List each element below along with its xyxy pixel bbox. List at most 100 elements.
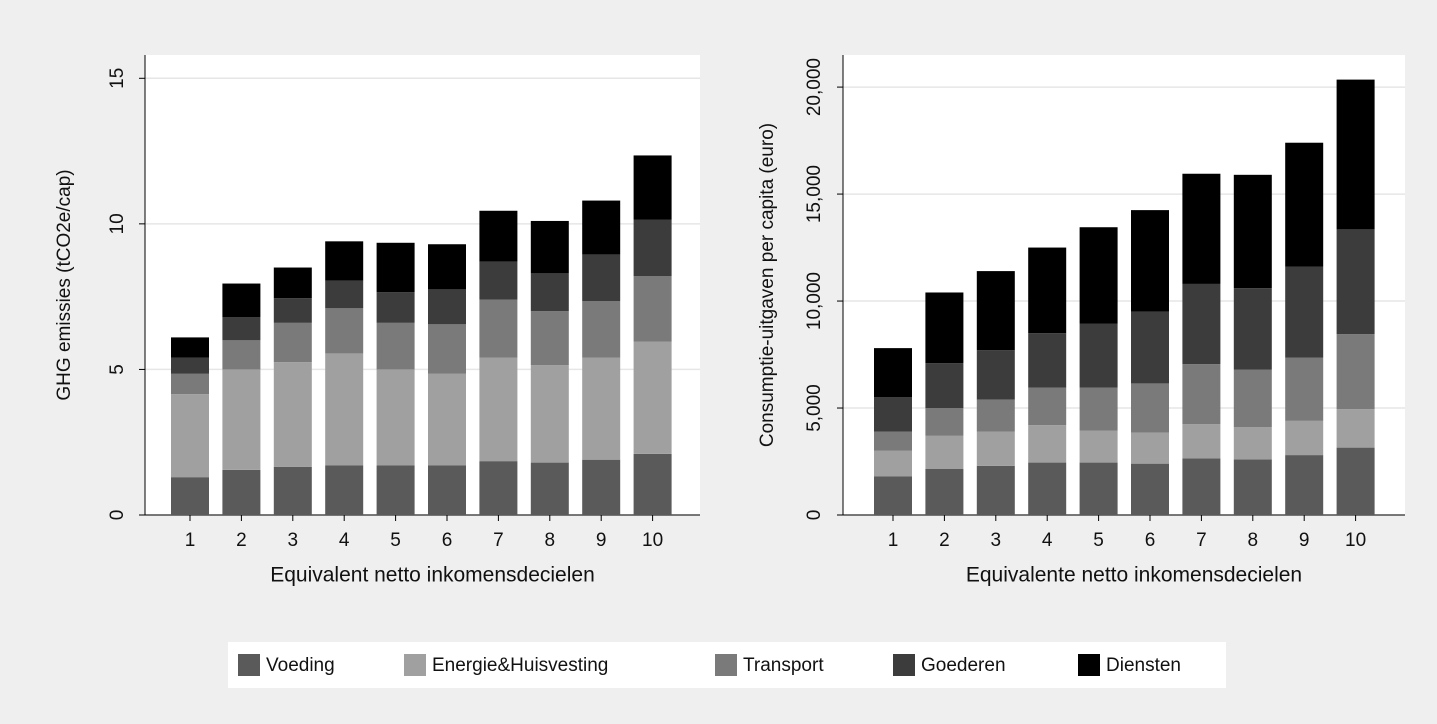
y-tick-label: 5,000 xyxy=(804,384,825,432)
legend-swatch xyxy=(893,654,915,676)
bar-segment xyxy=(428,244,466,290)
legend-swatch xyxy=(1078,654,1100,676)
bar-segment xyxy=(633,155,672,220)
y-axis-title: Consumptie-uitgaven per capita (euro) xyxy=(757,123,778,447)
legend-label: Voeding xyxy=(266,655,335,676)
bar-segment xyxy=(325,353,364,466)
bar-segment xyxy=(222,340,261,370)
bar-segment xyxy=(1079,387,1118,431)
bar-segment xyxy=(1028,247,1067,334)
bar-segment xyxy=(479,461,518,515)
bar-segment xyxy=(1079,323,1118,388)
bar-segment xyxy=(633,219,672,277)
bar-segment xyxy=(222,283,261,318)
y-tick-label: 15,000 xyxy=(804,165,825,223)
x-tick-label: 8 xyxy=(1248,530,1259,551)
legend-label: Transport xyxy=(743,655,824,676)
bar-segment xyxy=(1285,266,1324,358)
bar-segment xyxy=(1079,227,1118,324)
bar-segment xyxy=(1233,288,1272,370)
bar-segment xyxy=(273,466,312,515)
x-tick-label: 7 xyxy=(1196,530,1207,551)
x-tick-label: 8 xyxy=(545,530,556,551)
bar-segment xyxy=(428,324,466,374)
bar-segment xyxy=(428,289,466,325)
bar-segment xyxy=(1182,173,1221,284)
bar-segment xyxy=(376,292,415,323)
bar-segment xyxy=(874,476,912,515)
legend-label: Goederen xyxy=(921,655,1006,676)
bar-segment xyxy=(1028,425,1067,463)
bar-segment xyxy=(1285,357,1324,421)
bar-segment xyxy=(479,210,518,262)
x-tick-label: 10 xyxy=(1345,530,1366,551)
bar-segment xyxy=(1336,229,1375,335)
bar-segment xyxy=(171,337,209,358)
bar-segment xyxy=(874,431,912,451)
bar-segment xyxy=(1131,432,1169,464)
legend-swatch xyxy=(238,654,260,676)
x-tick-label: 1 xyxy=(888,530,899,551)
bar-segment xyxy=(1028,333,1067,388)
bar-segment xyxy=(428,465,466,515)
bar-segment xyxy=(925,363,964,409)
bar-segment xyxy=(273,267,312,299)
bar-segment xyxy=(530,220,569,274)
bar-segment xyxy=(222,469,261,515)
bar-segment xyxy=(874,397,912,432)
bar-segment xyxy=(376,322,415,370)
y-axis-title: GHG emissies (tCO2e/cap) xyxy=(54,169,75,400)
bar-segment xyxy=(325,308,364,354)
bar-segment xyxy=(273,298,312,323)
bar-segment xyxy=(1131,210,1169,312)
legend-swatch xyxy=(404,654,426,676)
bar-segment xyxy=(1182,424,1221,459)
x-tick-label: 9 xyxy=(596,530,607,551)
bar-segment xyxy=(925,435,964,469)
bar-segment xyxy=(222,317,261,341)
x-tick-label: 5 xyxy=(390,530,401,551)
bar-segment xyxy=(582,357,621,460)
bar-segment xyxy=(1233,174,1272,289)
bar-segment xyxy=(273,322,312,363)
x-tick-label: 4 xyxy=(1042,530,1053,551)
bar-segment xyxy=(1336,334,1375,410)
bar-segment xyxy=(325,280,364,309)
bar-segment xyxy=(530,462,569,515)
y-tick-label: 5 xyxy=(107,364,128,375)
x-tick-label: 10 xyxy=(642,530,663,551)
bar-segment xyxy=(1233,459,1272,515)
bar-segment xyxy=(1285,455,1324,515)
bar-segment xyxy=(976,431,1015,466)
y-tick-label: 0 xyxy=(107,510,128,521)
bar-segment xyxy=(1028,462,1067,515)
bar-segment xyxy=(582,459,621,515)
bar-segment xyxy=(976,465,1015,515)
bar-segment xyxy=(1233,369,1272,428)
bar-segment xyxy=(171,477,209,515)
bar-segment xyxy=(479,261,518,300)
x-tick-label: 4 xyxy=(339,530,350,551)
legend-label: Diensten xyxy=(1106,655,1181,676)
bar-segment xyxy=(376,465,415,515)
bar-segment xyxy=(925,408,964,436)
x-tick-label: 9 xyxy=(1299,530,1310,551)
bar-segment xyxy=(273,362,312,467)
bar-segment xyxy=(479,299,518,358)
bar-segment xyxy=(1028,387,1067,426)
legend-swatch xyxy=(715,654,737,676)
bar-segment xyxy=(530,365,569,463)
bar-segment xyxy=(1131,383,1169,433)
bar-segment xyxy=(925,469,964,515)
bar-segment xyxy=(874,348,912,398)
bar-segment xyxy=(976,399,1015,432)
bar-segment xyxy=(633,276,672,342)
bar-segment xyxy=(976,350,1015,400)
y-tick-label: 10,000 xyxy=(804,272,825,330)
bar-segment xyxy=(1079,430,1118,463)
bar-segment xyxy=(925,292,964,364)
x-axis-title: Equivalent netto inkomensdecielen xyxy=(270,564,595,587)
bar-segment xyxy=(1182,458,1221,515)
bar-segment xyxy=(325,241,364,281)
bar-segment xyxy=(1131,311,1169,384)
